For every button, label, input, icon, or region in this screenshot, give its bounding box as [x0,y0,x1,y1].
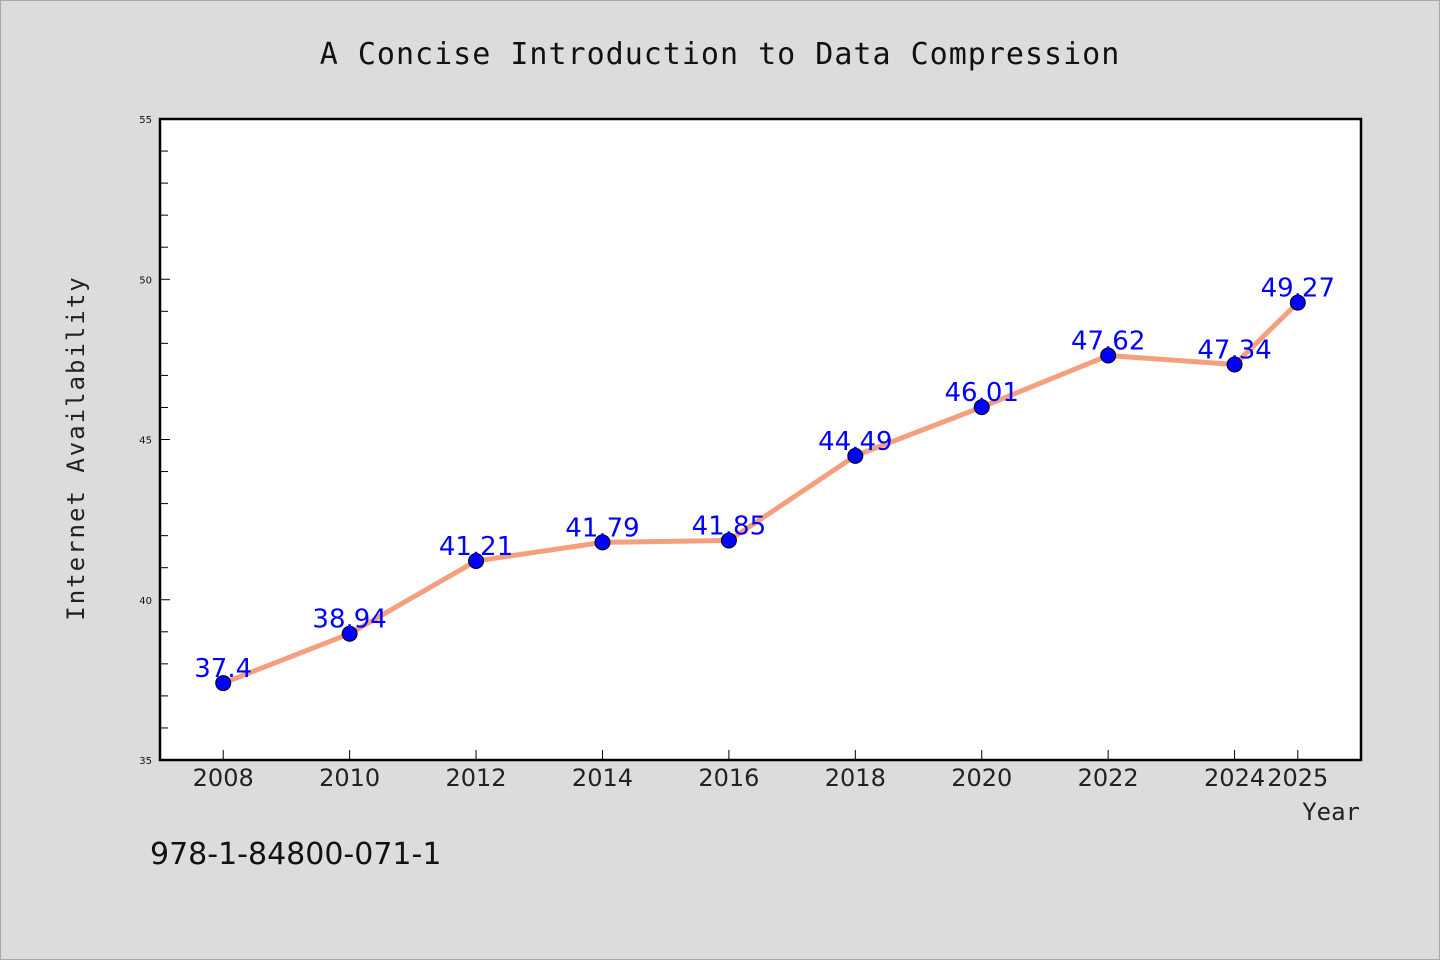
x-tick-label: 2018 [825,764,886,792]
y-tick-label: 50 [139,275,152,286]
series-internet-availability [215,294,1306,692]
y-tick-label: 40 [139,596,152,607]
data-point [847,447,864,464]
x-tick-label: 2022 [1078,764,1139,792]
x-tick-label: 2010 [319,764,380,792]
data-label: 47.62 [1071,327,1145,357]
x-tick-label: 2012 [446,764,507,792]
data-point [1289,294,1306,311]
x-axis-label: Year [1302,798,1360,826]
y-tick-label: 35 [139,756,152,767]
x-tick-label: 2025 [1267,764,1328,792]
data-label: 37.4 [194,654,252,684]
isbn-label: 978-1-84800-071-1 [150,837,441,872]
data-point [720,532,737,549]
data-point [468,552,485,569]
x-tick-label: 2008 [193,764,254,792]
x-axis: 2008 2010 2012 2014 2016 2018 2020 2022 2024 2025 [193,750,1328,792]
y-tick-label: 55 [139,115,152,126]
data-labels: 37.4 38.94 41.21 41.79 41.85 44.49 46.01 47.62 4… [194,274,1335,684]
x-tick-label: 2024 [1204,764,1265,792]
data-point [215,675,232,692]
data-point [973,399,990,416]
y-tick-label: 45 [139,436,152,447]
data-point [594,534,611,551]
x-tick-label: 2020 [951,764,1012,792]
data-label: 47.34 [1197,336,1271,366]
x-tick-label: 2014 [572,764,633,792]
data-label: 41.79 [565,513,639,543]
data-point [1226,356,1243,373]
plot-area [158,117,1363,762]
data-label: 38.94 [312,605,386,635]
data-point [341,625,358,642]
data-label: 49.27 [1261,274,1335,304]
data-label: 41.21 [439,532,513,562]
data-label: 44.49 [818,427,892,457]
data-point [1100,347,1117,364]
chart-title: A Concise Introduction to Data Compressi… [320,37,1121,72]
data-label: 46.01 [945,378,1019,408]
series-line [220,300,1301,686]
y-axis-label: Internet Availability [62,275,90,620]
x-tick-label: 2016 [698,764,759,792]
data-label: 41.85 [692,511,766,541]
y-axis: 35 40 45 50 55 [139,115,170,767]
